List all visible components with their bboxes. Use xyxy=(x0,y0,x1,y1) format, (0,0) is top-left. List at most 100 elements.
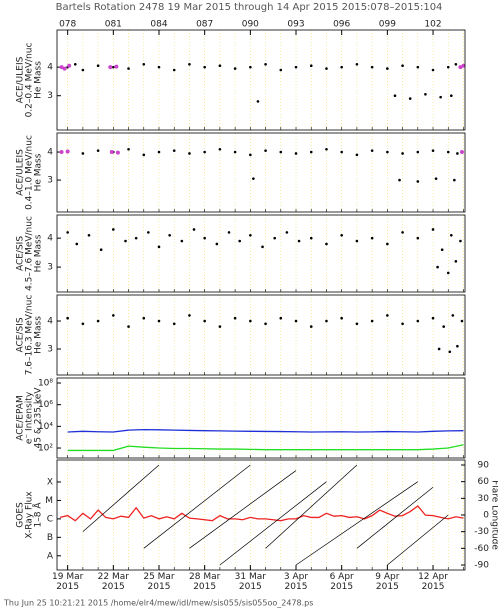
point xyxy=(294,65,298,69)
y-tick-label: C xyxy=(47,514,53,524)
point xyxy=(127,67,130,70)
point xyxy=(401,152,404,155)
y-tick-label: 4 xyxy=(47,234,53,244)
point xyxy=(112,228,115,231)
y-tick-label: 10⁸ xyxy=(38,379,53,389)
point xyxy=(442,325,445,328)
y2-tick-label: 60 xyxy=(478,477,490,487)
point xyxy=(142,62,146,66)
point xyxy=(188,62,191,66)
point xyxy=(370,236,374,240)
x-tick-label: 099 xyxy=(379,20,396,30)
point xyxy=(453,178,456,182)
y-label: ACE/ULEIS xyxy=(16,56,26,103)
flare-track xyxy=(82,464,160,532)
point xyxy=(249,65,252,69)
point xyxy=(456,152,459,155)
y2-tick-label: 90 xyxy=(478,461,490,471)
point xyxy=(340,150,343,154)
footer: Thu Jun 25 10:21:21 2015 /home/elr4/mew/… xyxy=(3,599,313,608)
point xyxy=(203,236,206,240)
y-label: He Mass xyxy=(34,153,44,191)
point xyxy=(416,319,420,323)
point xyxy=(456,344,459,348)
panel-frame xyxy=(56,294,466,376)
point xyxy=(386,314,389,317)
point xyxy=(218,64,222,68)
point xyxy=(309,150,313,154)
y2-tick-label: -90 xyxy=(474,561,489,571)
point xyxy=(340,233,343,237)
point xyxy=(109,150,114,155)
y-tick-label: X xyxy=(47,477,53,487)
point xyxy=(355,239,359,243)
point xyxy=(446,65,450,69)
point xyxy=(96,149,100,152)
point xyxy=(386,67,389,70)
point xyxy=(431,149,435,152)
panel-frame xyxy=(56,214,466,293)
point xyxy=(285,231,289,234)
point xyxy=(279,316,283,320)
flare-track xyxy=(387,514,449,566)
point xyxy=(454,62,458,66)
point xyxy=(188,314,191,317)
point xyxy=(355,153,359,157)
point xyxy=(434,177,438,180)
point xyxy=(73,62,77,66)
series-line xyxy=(67,428,464,433)
point xyxy=(142,153,146,157)
x-tick-label: 22 Mar 2015 xyxy=(97,572,129,592)
point xyxy=(294,319,298,323)
x-tick-label: 090 xyxy=(242,20,259,30)
point xyxy=(59,150,64,155)
point xyxy=(66,231,69,234)
point xyxy=(431,228,435,231)
point xyxy=(172,149,176,152)
point xyxy=(449,94,453,98)
x-tick-label: 31 Mar 2015 xyxy=(234,572,266,592)
point xyxy=(401,64,404,68)
point xyxy=(309,236,313,240)
x-tick-label: 3 Apr 2015 xyxy=(283,572,309,592)
point xyxy=(81,68,85,72)
x-tick-label: 081 xyxy=(105,20,122,30)
point xyxy=(297,239,301,243)
point xyxy=(233,150,237,154)
x-tick-label: 078 xyxy=(59,20,76,30)
y-tick-label: 10⁴ xyxy=(38,422,53,432)
y-label: He Mass xyxy=(34,316,44,354)
series-line xyxy=(59,505,464,522)
point xyxy=(233,67,237,70)
y-tick-label: 3 xyxy=(47,344,53,354)
point xyxy=(75,242,79,246)
x-tick-label: 087 xyxy=(196,20,213,30)
point xyxy=(249,319,252,323)
point xyxy=(114,64,119,69)
point xyxy=(238,239,241,243)
y2-tick-label: 30 xyxy=(478,494,490,504)
flare-track xyxy=(356,486,434,549)
point xyxy=(440,248,444,252)
point xyxy=(99,248,103,252)
point xyxy=(386,150,389,154)
point xyxy=(459,150,464,155)
point xyxy=(340,316,343,320)
point xyxy=(460,319,464,323)
point xyxy=(436,265,439,269)
flare-track xyxy=(189,470,297,549)
point xyxy=(188,152,191,155)
point xyxy=(416,65,420,69)
y-tick-label: 3 xyxy=(47,91,53,101)
point xyxy=(264,149,267,152)
point xyxy=(340,65,343,69)
point xyxy=(408,97,412,100)
point xyxy=(227,231,231,234)
point xyxy=(355,322,359,326)
point xyxy=(459,239,462,243)
flare-track xyxy=(219,481,327,566)
point xyxy=(309,325,313,328)
point xyxy=(59,65,64,70)
point xyxy=(147,231,150,234)
